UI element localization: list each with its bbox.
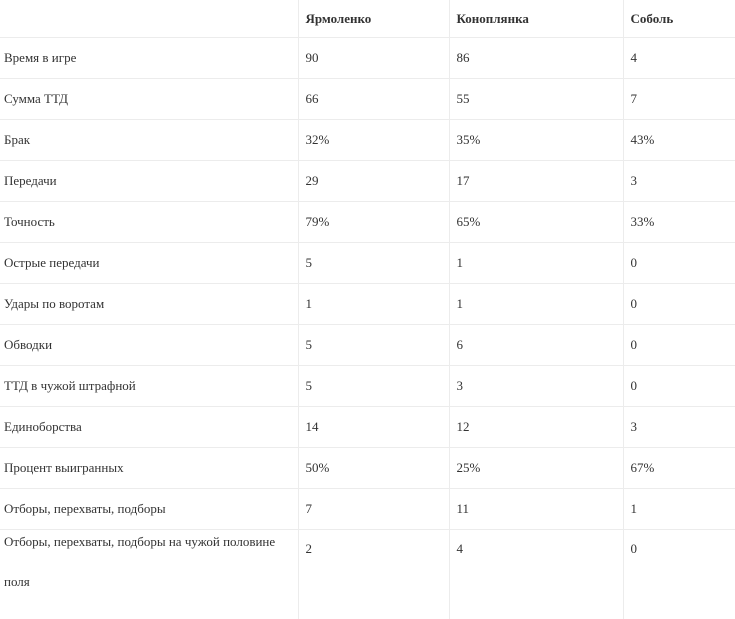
row-label: Острые передачи <box>0 243 298 284</box>
table-cell: 79% <box>298 202 449 243</box>
table-row: Время в игре 90 86 4 <box>0 38 735 79</box>
table-cell: 55 <box>449 79 623 120</box>
table-cell: 3 <box>623 161 735 202</box>
header-cell-player-1: Ярмоленко <box>298 0 449 38</box>
table-row: Удары по воротам 1 1 0 <box>0 284 735 325</box>
header-cell-player-3: Соболь <box>623 0 735 38</box>
table-row: Сумма ТТД 66 55 7 <box>0 79 735 120</box>
table-row: Передачи 29 17 3 <box>0 161 735 202</box>
table-cell: 5 <box>298 366 449 407</box>
table-cell: 6 <box>449 325 623 366</box>
table-row: Обводки 5 6 0 <box>0 325 735 366</box>
row-label: Единоборства <box>0 407 298 448</box>
table-cell: 4 <box>623 38 735 79</box>
table-cell: 3 <box>449 366 623 407</box>
table-row: Отборы, перехваты, подборы на чужой поло… <box>0 530 735 619</box>
table-cell: 67% <box>623 448 735 489</box>
table-cell: 3 <box>623 407 735 448</box>
row-label-text: Отборы, перехваты, подборы на чужой поло… <box>4 522 298 602</box>
row-label: Отборы, перехваты, подборы на чужой поло… <box>0 530 298 619</box>
row-label: Обводки <box>0 325 298 366</box>
table-cell: 14 <box>298 407 449 448</box>
table-cell: 90 <box>298 38 449 79</box>
table-cell: 1 <box>623 489 735 530</box>
row-label: Сумма ТТД <box>0 79 298 120</box>
table-cell: 1 <box>298 284 449 325</box>
table-cell: 86 <box>449 38 623 79</box>
table-cell: 17 <box>449 161 623 202</box>
table-cell: 0 <box>623 366 735 407</box>
table-cell: 65% <box>449 202 623 243</box>
header-cell-empty <box>0 0 298 38</box>
table-cell: 2 <box>298 530 449 619</box>
header-cell-player-2: Коноплянка <box>449 0 623 38</box>
row-label: Время в игре <box>0 38 298 79</box>
table-cell: 32% <box>298 120 449 161</box>
table-cell: 66 <box>298 79 449 120</box>
table-cell: 5 <box>298 243 449 284</box>
table-cell: 1 <box>449 284 623 325</box>
row-label: Передачи <box>0 161 298 202</box>
table-row: Единоборства 14 12 3 <box>0 407 735 448</box>
header-row: Ярмоленко Коноплянка Соболь <box>0 0 735 38</box>
table-cell: 0 <box>623 243 735 284</box>
table-cell: 25% <box>449 448 623 489</box>
table-row: Брак 32% 35% 43% <box>0 120 735 161</box>
row-label: Процент выигранных <box>0 448 298 489</box>
table-cell: 43% <box>623 120 735 161</box>
table-cell: 0 <box>623 284 735 325</box>
row-label: Брак <box>0 120 298 161</box>
table-cell: 0 <box>623 530 735 619</box>
row-label: Удары по воротам <box>0 284 298 325</box>
table-cell: 11 <box>449 489 623 530</box>
table-cell: 0 <box>623 325 735 366</box>
row-label: Точность <box>0 202 298 243</box>
table-cell: 4 <box>449 530 623 619</box>
table-cell: 33% <box>623 202 735 243</box>
table-cell: 7 <box>623 79 735 120</box>
row-label: ТТД в чужой штрафной <box>0 366 298 407</box>
table-cell: 7 <box>298 489 449 530</box>
table-cell: 1 <box>449 243 623 284</box>
table-row: Острые передачи 5 1 0 <box>0 243 735 284</box>
table-row: Точность 79% 65% 33% <box>0 202 735 243</box>
table-row: ТТД в чужой штрафной 5 3 0 <box>0 366 735 407</box>
table-cell: 35% <box>449 120 623 161</box>
table-cell: 12 <box>449 407 623 448</box>
table-cell: 50% <box>298 448 449 489</box>
table-row: Процент выигранных 50% 25% 67% <box>0 448 735 489</box>
table-cell: 5 <box>298 325 449 366</box>
table-cell: 29 <box>298 161 449 202</box>
